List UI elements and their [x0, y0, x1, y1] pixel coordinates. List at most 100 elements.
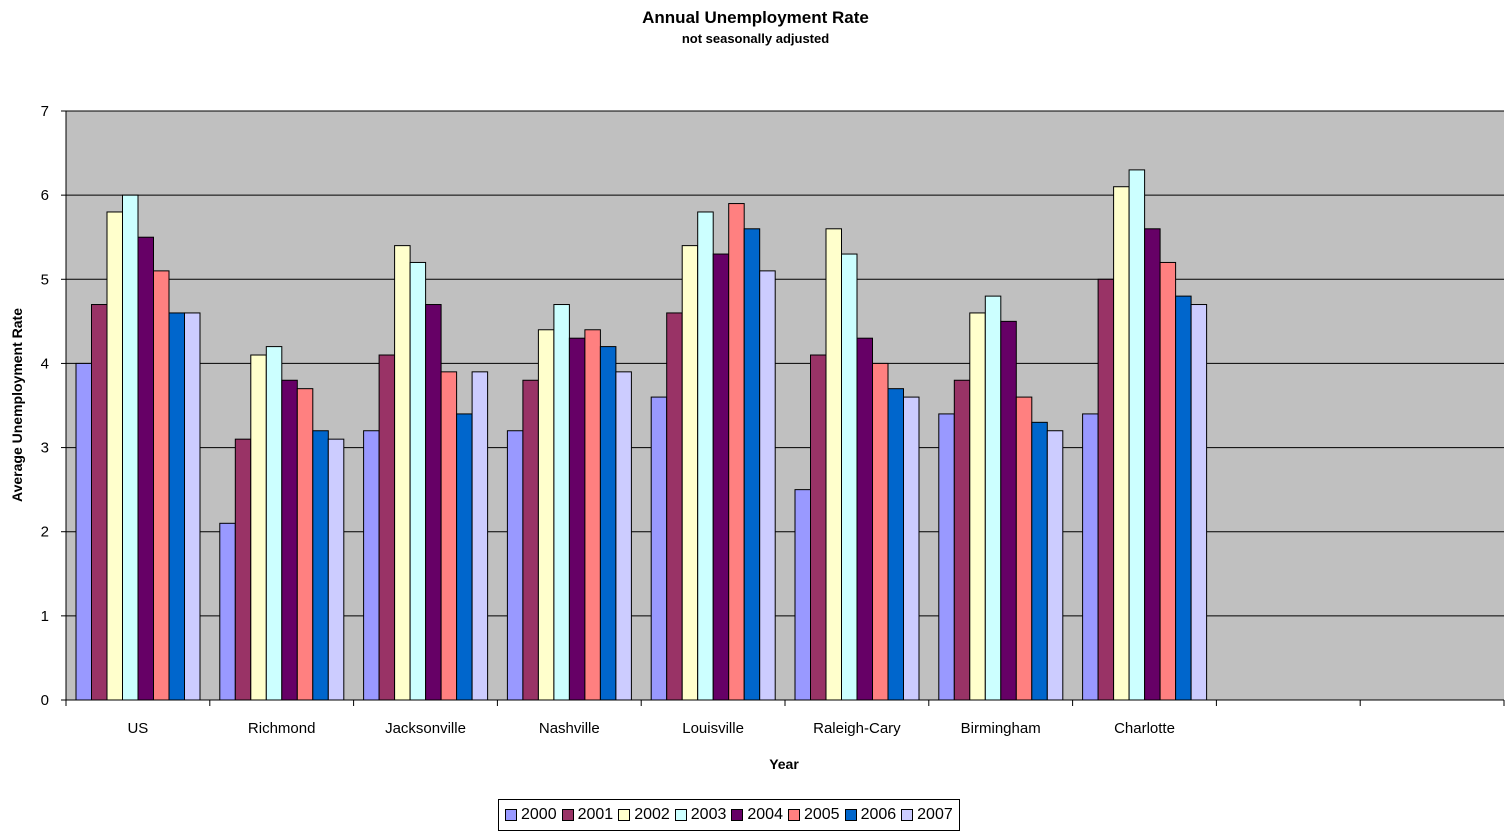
bar-2007-birmingham — [1046, 430, 1064, 701]
bar-2007-charlotte — [1190, 304, 1208, 701]
bar-2004-charlotte — [1144, 228, 1161, 701]
bar-2004-us — [137, 236, 154, 701]
chart-legend: 2000 2001 2002 2003 2004 2005 2006 2007 — [498, 799, 960, 831]
bar-2004-jacksonville — [425, 304, 442, 701]
legend-swatch — [901, 809, 914, 821]
legend-item: 2001 — [561, 806, 614, 824]
y-tick-label: 7 — [41, 103, 49, 120]
bar-2000-nashville — [506, 430, 524, 701]
x-tick-label: Richmond — [248, 720, 316, 737]
bar-2005-raleigh-cary — [872, 362, 889, 701]
bar-2000-raleigh-cary — [794, 489, 811, 701]
bar-2003-charlotte — [1128, 169, 1146, 701]
bar-2001-raleigh-cary — [810, 354, 827, 701]
bar-2005-birmingham — [1015, 396, 1033, 701]
y-tick-label: 0 — [41, 692, 49, 709]
legend-swatch — [505, 809, 517, 821]
x-tick-label: Nashville — [539, 720, 600, 737]
legend-item: 2006 — [844, 806, 897, 824]
bar-2006-jacksonville — [456, 413, 473, 701]
bar-2003-raleigh-cary — [841, 253, 858, 701]
legend-swatch — [674, 809, 687, 821]
bar-2003-nashville — [553, 304, 570, 701]
bar-2006-nashville — [599, 346, 617, 701]
bar-2001-richmond — [234, 438, 252, 701]
bar-2002-nashville — [537, 329, 555, 701]
bar-2001-louisville — [666, 312, 683, 701]
legend-swatch — [844, 809, 857, 821]
y-tick-label: 2 — [41, 524, 49, 541]
bar-2006-charlotte — [1175, 295, 1192, 701]
bar-2004-nashville — [568, 337, 586, 701]
bar-2007-nashville — [615, 371, 632, 701]
bar-2001-charlotte — [1097, 278, 1115, 701]
bar-2000-richmond — [219, 522, 236, 701]
bar-2002-richmond — [250, 354, 267, 701]
x-axis-label: Year — [769, 756, 799, 772]
legend-label: 2001 — [577, 806, 614, 823]
bar-2005-charlotte — [1159, 261, 1177, 701]
x-tick-label: Jacksonville — [385, 720, 466, 737]
bar-2007-richmond — [327, 438, 345, 701]
bar-2003-louisville — [697, 211, 714, 701]
legend-label: 2003 — [690, 806, 727, 823]
bar-2007-louisville — [759, 270, 776, 701]
legend-swatch — [618, 809, 631, 821]
bar-2000-birmingham — [938, 413, 955, 701]
bar-2005-richmond — [296, 388, 314, 701]
y-tick-label: 3 — [41, 440, 49, 457]
bar-2002-raleigh-cary — [825, 228, 842, 701]
bar-2002-birmingham — [969, 312, 986, 701]
bar-2007-jacksonville — [471, 371, 489, 701]
y-axis-label: Average Unemployment Rate — [9, 308, 25, 502]
bar-2005-jacksonville — [440, 371, 458, 701]
bar-2002-jacksonville — [394, 245, 411, 701]
legend-item: 2005 — [787, 806, 840, 824]
legend-swatch — [731, 809, 744, 821]
bar-2005-us — [153, 270, 170, 701]
bar-2006-louisville — [743, 228, 761, 701]
bar-2002-charlotte — [1113, 186, 1130, 701]
legend-item: 2002 — [618, 806, 670, 824]
legend-item: 2000 — [505, 806, 557, 824]
x-tick-label: US — [127, 720, 148, 737]
x-tick-label: Louisville — [682, 720, 744, 737]
bar-2004-louisville — [712, 253, 730, 701]
y-tick-label: 6 — [41, 187, 49, 204]
bar-2001-nashville — [522, 379, 539, 701]
bar-2002-louisville — [681, 245, 699, 701]
legend-label: 2002 — [634, 806, 670, 823]
legend-swatch — [561, 809, 574, 821]
chart-title: Annual Unemployment Rate — [642, 8, 869, 27]
legend-item: 2003 — [674, 806, 727, 824]
legend-label: 2006 — [860, 806, 897, 823]
bar-2007-raleigh-cary — [903, 396, 920, 701]
bar-2006-raleigh-cary — [887, 388, 904, 701]
legend-swatch — [787, 809, 800, 821]
bar-2005-nashville — [584, 329, 601, 701]
bar-2001-birmingham — [953, 379, 971, 701]
bar-2004-raleigh-cary — [856, 337, 873, 701]
bar-2001-jacksonville — [378, 354, 396, 701]
bar-2002-us — [106, 211, 123, 701]
bar-2004-birmingham — [1000, 320, 1017, 701]
legend-item: 2007 — [901, 806, 953, 824]
bar-2005-louisville — [728, 203, 745, 701]
bar-2004-richmond — [281, 379, 298, 701]
y-tick-label: 1 — [41, 608, 49, 625]
bar-2007-us — [184, 312, 201, 701]
bar-2006-birmingham — [1031, 421, 1048, 701]
legend-label: 2005 — [803, 806, 840, 823]
x-tick-label: Raleigh-Cary — [813, 720, 901, 737]
x-tick-label: Charlotte — [1114, 720, 1175, 737]
x-tick-label: Birmingham — [961, 720, 1041, 737]
chart-subtitle: not seasonally adjusted — [681, 31, 830, 46]
bar-2001-us — [91, 304, 108, 701]
legend-label: 2000 — [521, 806, 557, 823]
bar-2006-richmond — [312, 430, 329, 701]
bar-2003-birmingham — [984, 295, 1002, 701]
bar-2000-jacksonville — [363, 430, 380, 701]
bar-2000-us — [75, 362, 92, 701]
legend-label: 2004 — [747, 806, 783, 823]
